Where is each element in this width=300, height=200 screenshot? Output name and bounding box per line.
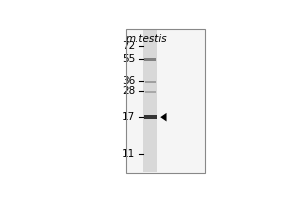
Text: 17: 17: [122, 112, 135, 122]
Text: 72: 72: [122, 41, 135, 51]
Bar: [143, 30, 157, 172]
Bar: [126, 29, 205, 173]
Text: m.testis: m.testis: [126, 34, 168, 44]
Text: 28: 28: [122, 86, 135, 96]
Bar: [145, 81, 156, 83]
Bar: [144, 115, 157, 119]
Text: 36: 36: [122, 76, 135, 86]
Bar: [126, 29, 205, 173]
Text: 55: 55: [122, 54, 135, 64]
Text: 11: 11: [122, 149, 135, 159]
Bar: [145, 91, 156, 93]
Polygon shape: [160, 113, 167, 121]
Bar: [145, 58, 156, 61]
